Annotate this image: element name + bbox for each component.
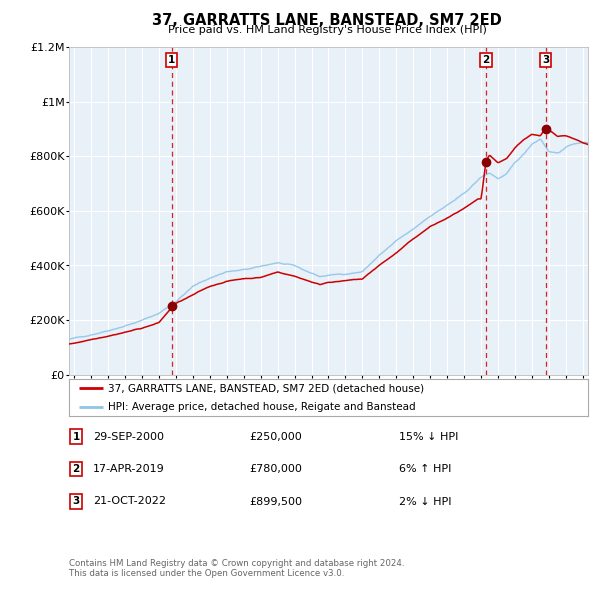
Text: £250,000: £250,000 — [249, 432, 302, 441]
Text: HPI: Average price, detached house, Reigate and Banstead: HPI: Average price, detached house, Reig… — [108, 402, 416, 412]
Text: 29-SEP-2000: 29-SEP-2000 — [93, 432, 164, 441]
Text: 2% ↓ HPI: 2% ↓ HPI — [399, 497, 452, 506]
Text: 21-OCT-2022: 21-OCT-2022 — [93, 497, 166, 506]
Text: 37, GARRATTS LANE, BANSTEAD, SM7 2ED (detached house): 37, GARRATTS LANE, BANSTEAD, SM7 2ED (de… — [108, 383, 424, 393]
Text: 1: 1 — [73, 432, 80, 441]
Text: 15% ↓ HPI: 15% ↓ HPI — [399, 432, 458, 441]
Text: Contains HM Land Registry data © Crown copyright and database right 2024.: Contains HM Land Registry data © Crown c… — [69, 559, 404, 568]
Text: £899,500: £899,500 — [249, 497, 302, 506]
Text: 37, GARRATTS LANE, BANSTEAD, SM7 2ED: 37, GARRATTS LANE, BANSTEAD, SM7 2ED — [152, 13, 502, 28]
Text: 17-APR-2019: 17-APR-2019 — [93, 464, 165, 474]
Text: 6% ↑ HPI: 6% ↑ HPI — [399, 464, 451, 474]
Text: 3: 3 — [73, 497, 80, 506]
Text: 1: 1 — [168, 55, 175, 65]
Text: Price paid vs. HM Land Registry's House Price Index (HPI): Price paid vs. HM Land Registry's House … — [167, 25, 487, 35]
Text: 2: 2 — [73, 464, 80, 474]
Text: 3: 3 — [542, 55, 549, 65]
Text: This data is licensed under the Open Government Licence v3.0.: This data is licensed under the Open Gov… — [69, 569, 344, 578]
Text: 2: 2 — [482, 55, 490, 65]
Text: £780,000: £780,000 — [249, 464, 302, 474]
